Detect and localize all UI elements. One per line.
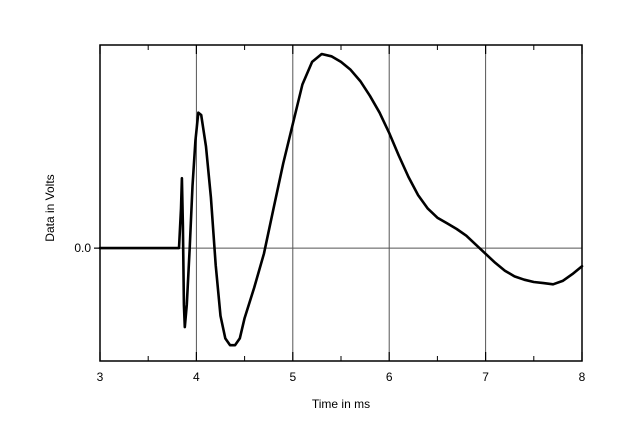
x-tick-label-8: 8 xyxy=(579,370,586,384)
x-tick-label-5: 5 xyxy=(289,370,296,384)
plot-frame xyxy=(99,44,583,362)
grid-layer xyxy=(100,45,582,361)
series-layer xyxy=(98,52,584,347)
y-axis-title: Data in Volts xyxy=(43,174,57,241)
series-line-0 xyxy=(98,52,584,347)
y-tick-label-0.0: 0.0 xyxy=(74,241,91,255)
x-tick-label-4: 4 xyxy=(193,370,200,384)
label-layer: 3 4 5 6 7 8 0.0 xyxy=(74,241,585,384)
x-tick-label-7: 7 xyxy=(482,370,489,384)
x-tick-label-3: 3 xyxy=(97,370,104,384)
x-axis-title: Time in ms xyxy=(312,397,370,411)
x-tick-label-6: 6 xyxy=(386,370,393,384)
tick-layer xyxy=(94,45,583,361)
